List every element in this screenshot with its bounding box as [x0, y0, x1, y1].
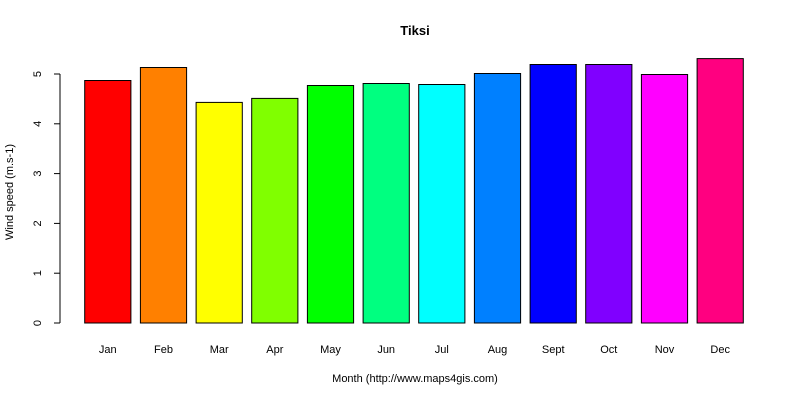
- x-tick-label: Oct: [600, 344, 617, 356]
- x-tick-label: Dec: [710, 344, 730, 356]
- x-tick-label: Feb: [154, 344, 173, 356]
- y-tick-label: 2: [32, 220, 44, 226]
- x-tick-label: Mar: [210, 344, 229, 356]
- x-axis-label: Month (http://www.maps4gis.com): [332, 373, 498, 385]
- x-tick-labels: Jan Feb Mar Apr May Jun Jul Aug Sept Oct Nov Dec: [99, 344, 731, 356]
- bar-apr: [251, 97, 299, 324]
- x-tick-label: Apr: [266, 344, 283, 356]
- bar-sept: [529, 64, 577, 324]
- y-tick-label: 1: [32, 270, 44, 276]
- bar-mar: [195, 101, 243, 324]
- y-tick-label: 0: [32, 320, 44, 326]
- x-tick-label: May: [320, 344, 341, 356]
- bar-jan: [84, 80, 132, 324]
- y-tick-label: 3: [32, 171, 44, 177]
- x-tick-label: Jan: [99, 344, 117, 356]
- bar-jul: [418, 84, 466, 324]
- bar-oct: [585, 64, 633, 324]
- x-tick-label: Nov: [655, 344, 675, 356]
- y-tick-label: 5: [32, 71, 44, 77]
- bar-jun: [362, 83, 410, 324]
- bar-nov: [640, 74, 689, 324]
- x-tick-label: Aug: [488, 344, 508, 356]
- bar-aug: [473, 73, 522, 324]
- bar-dec: [696, 58, 744, 324]
- x-tick-label: Jul: [435, 344, 449, 356]
- y-axis-label: Wind speed (m.s-1): [4, 144, 16, 240]
- x-tick-label: Jun: [377, 344, 395, 356]
- y-axis: 0 1 2 3 4 5: [32, 71, 61, 326]
- bar-may: [306, 85, 355, 324]
- bars-group: [84, 58, 744, 324]
- chart-title: Tiksi: [400, 23, 429, 38]
- bar-feb: [139, 67, 188, 324]
- x-tick-label: Sept: [542, 344, 565, 356]
- y-tick-label: 4: [32, 121, 44, 127]
